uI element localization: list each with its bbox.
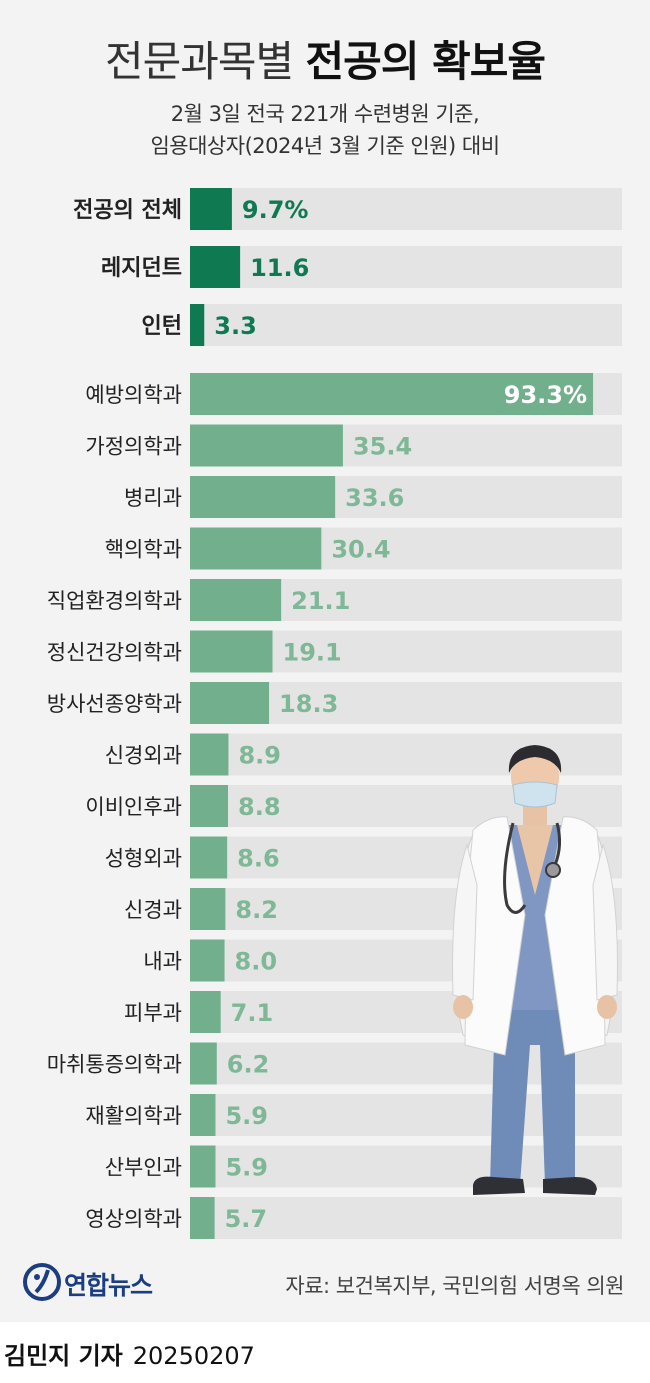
reporter-name: 김민지 기자 bbox=[4, 1342, 123, 1370]
bar-1-6 bbox=[190, 682, 270, 724]
bar-1-9 bbox=[190, 836, 228, 879]
category-label: 정신건강의학과 bbox=[47, 641, 182, 665]
value-label: 8.8 bbox=[238, 793, 281, 821]
bar-0-0 bbox=[190, 188, 232, 230]
category-label: 산부인과 bbox=[105, 1156, 182, 1180]
subtitle-line-1: 2월 3일 전국 221개 수련병원 기준, bbox=[170, 102, 480, 126]
yonhap-logo-icon bbox=[23, 1263, 61, 1301]
category-label: 예방의학과 bbox=[85, 383, 182, 407]
category-label: 영상의학과 bbox=[85, 1207, 182, 1231]
value-label: 19.1 bbox=[283, 639, 342, 667]
value-label: 3.3 bbox=[214, 312, 257, 340]
source-note: 자료: 보건복지부, 국민의힘 서명옥 의원 bbox=[285, 1274, 624, 1298]
value-label: 7.1 bbox=[231, 999, 274, 1027]
bar-track-0-0 bbox=[190, 188, 622, 230]
subtitle-line-2: 임용대상자(2024년 3월 기준 인원) 대비 bbox=[150, 134, 500, 158]
value-label: 18.3 bbox=[279, 690, 338, 718]
bar-1-13 bbox=[190, 1042, 217, 1085]
bar-0-2 bbox=[190, 304, 205, 346]
title-bold: 전공의 확보율 bbox=[305, 37, 546, 86]
value-label: 9.7% bbox=[242, 196, 309, 224]
value-label: 6.2 bbox=[227, 1051, 270, 1079]
bar-1-11 bbox=[190, 939, 225, 982]
value-label: 5.7 bbox=[225, 1205, 268, 1233]
bar-1-1 bbox=[190, 424, 343, 467]
category-label: 신경외과 bbox=[105, 744, 182, 768]
publish-date: 20250207 bbox=[132, 1342, 255, 1370]
chart-title: 전문과목별 전공의 확보율 bbox=[0, 28, 650, 89]
bar-track-0-2 bbox=[190, 304, 622, 346]
category-label: 이비인후과 bbox=[85, 795, 182, 819]
value-label: 8.6 bbox=[237, 845, 280, 873]
bar-1-3 bbox=[190, 527, 322, 570]
bar-1-4 bbox=[190, 579, 282, 621]
logo-text: 연합뉴스 bbox=[64, 1271, 153, 1300]
category-label: 병리과 bbox=[124, 486, 182, 510]
value-label: 8.0 bbox=[235, 948, 278, 976]
value-label: 33.6 bbox=[345, 484, 404, 512]
category-label: 가정의학과 bbox=[85, 435, 182, 459]
title-light: 전문과목별 bbox=[104, 37, 294, 86]
category-label: 핵의학과 bbox=[105, 538, 182, 562]
bar-1-12 bbox=[190, 991, 221, 1033]
bar-1-15 bbox=[190, 1145, 216, 1188]
value-label: 5.9 bbox=[225, 1102, 268, 1130]
bar-1-16 bbox=[190, 1197, 215, 1239]
category-label: 방사선종양학과 bbox=[47, 692, 182, 716]
value-label: 30.4 bbox=[331, 536, 390, 564]
bar-track-0-1 bbox=[190, 246, 622, 288]
value-label: 93.3% bbox=[504, 381, 587, 409]
value-label: 21.1 bbox=[291, 587, 350, 615]
category-label: 인턴 bbox=[142, 314, 182, 339]
value-label: 5.9 bbox=[225, 1154, 268, 1182]
bar-1-14 bbox=[190, 1094, 216, 1136]
bar-track-1-16 bbox=[190, 1197, 622, 1239]
category-label: 전공의 전체 bbox=[73, 198, 182, 223]
category-label: 마취통증의학과 bbox=[47, 1053, 182, 1077]
value-label: 8.9 bbox=[238, 742, 281, 770]
bar-1-7 bbox=[190, 733, 229, 776]
bar-0-1 bbox=[190, 246, 241, 288]
category-label: 직업환경의학과 bbox=[47, 589, 182, 613]
category-label: 레지던트 bbox=[101, 256, 182, 281]
bar-1-5 bbox=[190, 630, 273, 673]
category-label: 신경과 bbox=[124, 898, 182, 922]
value-label: 8.2 bbox=[235, 896, 278, 924]
bar-1-8 bbox=[190, 785, 229, 827]
bar-1-0 bbox=[190, 373, 594, 415]
category-label: 재활의학과 bbox=[85, 1104, 182, 1128]
bar-chart: 전공의 전체 9.7% 레지던트 11.6 인턴 3.3 예방의학과 93.3% 가정의학과 35… bbox=[47, 188, 622, 1239]
bar-1-10 bbox=[190, 888, 226, 930]
doctor-illustration bbox=[452, 745, 618, 1195]
category-label: 성형외과 bbox=[105, 847, 182, 871]
category-label: 피부과 bbox=[124, 1001, 182, 1025]
category-label: 내과 bbox=[143, 950, 182, 974]
value-label: 11.6 bbox=[250, 254, 309, 282]
credit: 김민지 기자 20250207 bbox=[4, 1336, 255, 1371]
value-label: 35.4 bbox=[353, 433, 412, 461]
credit-bar bbox=[0, 1322, 650, 1383]
bar-1-2 bbox=[190, 476, 336, 518]
